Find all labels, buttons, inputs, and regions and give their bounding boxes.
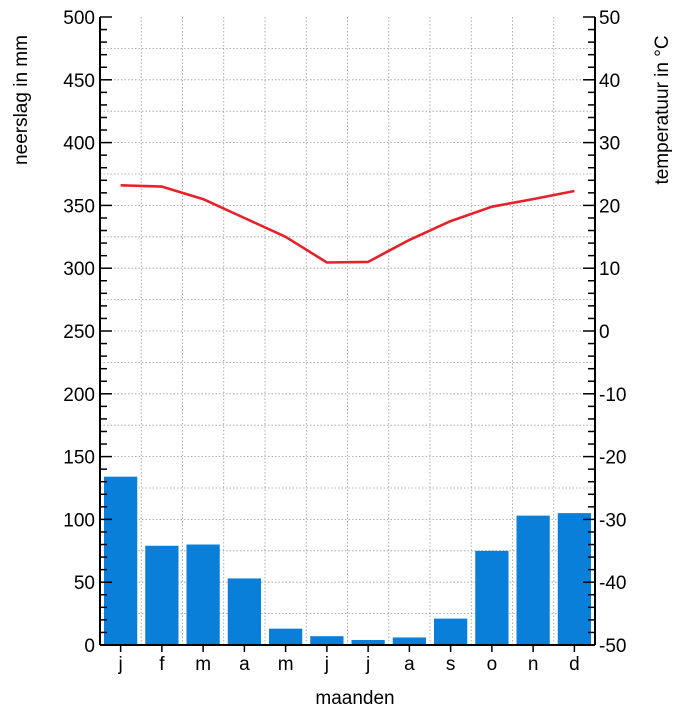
month-label: o — [487, 654, 498, 675]
month-label: a — [239, 654, 250, 675]
precipitation-bar — [475, 550, 509, 645]
tick-labels: 050100150200250300350400450500-50-40-30-… — [63, 8, 626, 675]
right-tick-label: 30 — [599, 134, 620, 155]
right-tick-label: -10 — [599, 385, 626, 406]
axes — [99, 16, 596, 652]
left-tick-label: 500 — [63, 8, 95, 29]
precipitation-bar — [310, 636, 344, 645]
left-axis-title: neerslag in mm — [11, 35, 32, 165]
month-label: m — [278, 654, 294, 675]
precipitation-bar — [104, 476, 138, 645]
precipitation-bar — [145, 545, 179, 645]
temperature-line-layer — [120, 184, 575, 264]
precipitation-bar — [351, 639, 385, 645]
precipitation-bars — [104, 476, 591, 645]
precipitation-bar — [392, 637, 426, 645]
month-label: f — [159, 654, 165, 675]
precipitation-bar — [269, 628, 303, 645]
left-tick-label: 300 — [63, 259, 95, 280]
right-tick-label: 20 — [599, 196, 620, 217]
month-label: d — [569, 654, 580, 675]
precipitation-bar — [227, 578, 261, 645]
left-tick-label: 50 — [74, 573, 95, 594]
left-tick-label: 250 — [63, 322, 95, 343]
left-tick-label: 350 — [63, 196, 95, 217]
left-tick-label: 200 — [63, 385, 95, 406]
month-label: m — [195, 654, 211, 675]
right-tick-label: -20 — [599, 448, 626, 469]
month-label: s — [446, 654, 456, 675]
right-tick-label: -30 — [599, 510, 626, 531]
left-tick-label: 400 — [63, 134, 95, 155]
left-tick-label: 0 — [84, 636, 95, 657]
month-label: j — [118, 654, 123, 675]
right-tick-label: 50 — [599, 8, 620, 29]
x-axis-title: maanden — [315, 688, 394, 709]
precipitation-bar — [186, 544, 220, 645]
precipitation-bar — [516, 515, 550, 645]
precipitation-bar — [434, 618, 468, 645]
month-label: n — [528, 654, 539, 675]
right-tick-label: -50 — [599, 636, 626, 657]
month-label: j — [365, 654, 370, 675]
right-tick-label: -40 — [599, 573, 626, 594]
right-tick-label: 0 — [599, 322, 610, 343]
temperature-line — [120, 184, 575, 264]
precipitation-bar — [557, 513, 591, 645]
month-label: j — [324, 654, 329, 675]
right-tick-label: 10 — [599, 259, 620, 280]
left-tick-label: 100 — [63, 510, 95, 531]
month-label: a — [404, 654, 415, 675]
left-tick-label: 450 — [63, 71, 95, 92]
right-tick-label: 40 — [599, 71, 620, 92]
left-tick-label: 150 — [63, 448, 95, 469]
right-axis-title: temperatuur in °C — [652, 35, 673, 184]
